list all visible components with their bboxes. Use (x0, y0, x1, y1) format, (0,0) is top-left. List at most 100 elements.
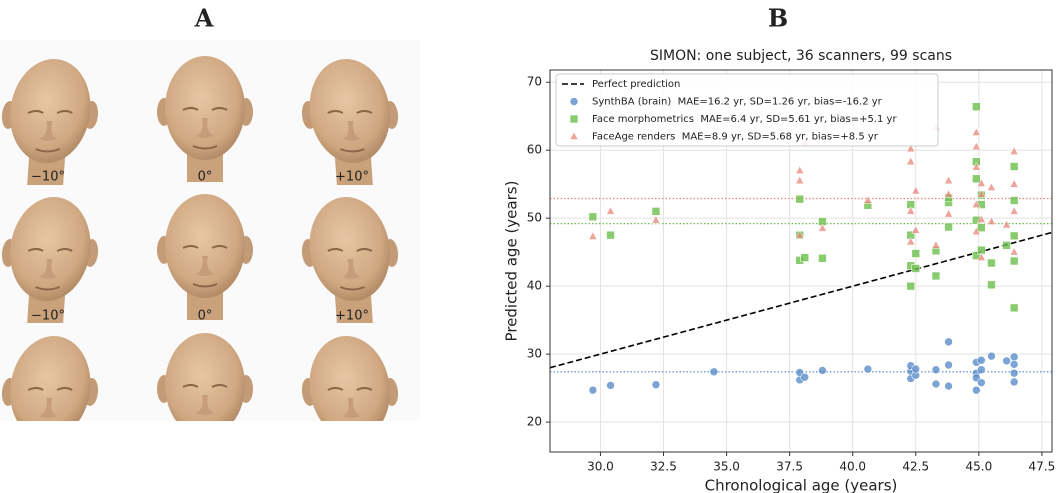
point (931, 379, 941, 389)
legend-swatch (569, 114, 579, 124)
point (906, 281, 916, 291)
point (818, 253, 827, 263)
point (709, 367, 719, 377)
point (931, 240, 941, 249)
point (1009, 196, 1019, 205)
point (972, 385, 981, 395)
point (971, 199, 981, 208)
point (906, 143, 916, 153)
point (1009, 368, 1019, 378)
point (944, 222, 953, 232)
point (800, 372, 810, 382)
legend-label: FaceAge renders MAE=8.9 yr, SD=5.68 yr, … (592, 132, 879, 143)
point (987, 182, 996, 191)
point (987, 280, 996, 290)
point (911, 364, 921, 374)
point (911, 225, 921, 234)
point (1009, 206, 1019, 215)
point (944, 337, 953, 347)
panel-label: A (194, 4, 214, 33)
point (795, 175, 805, 185)
angle-label: +10° (335, 309, 369, 324)
point (944, 189, 953, 198)
axes-frame (549, 69, 1053, 453)
y-tick-label: 60 (527, 143, 542, 157)
point (1009, 179, 1019, 188)
x-tick-label: 40.0 (839, 460, 866, 474)
point (944, 360, 953, 370)
point (911, 264, 921, 273)
point (987, 258, 996, 268)
x-tick-label: 35.0 (713, 460, 740, 474)
point (972, 174, 981, 184)
point (1009, 162, 1019, 171)
face-renders (0, 55, 404, 421)
point (1009, 256, 1019, 266)
point (977, 365, 986, 375)
point (588, 231, 598, 240)
point (906, 156, 916, 166)
chart-title: SIMON: one subject, 36 scanners, 99 scan… (650, 48, 952, 64)
point (818, 223, 827, 232)
point (795, 230, 805, 239)
x-tick-label: 42.5 (902, 460, 929, 474)
point (651, 207, 661, 216)
legend-box (555, 73, 939, 147)
point (971, 226, 981, 236)
point (606, 230, 615, 240)
angle-label: −10° (31, 309, 65, 324)
x-tick-label: 45.0 (965, 460, 992, 474)
point (1009, 352, 1019, 362)
point (931, 365, 941, 375)
legend-label: Perfect prediction (592, 79, 680, 90)
point (971, 141, 981, 151)
point (588, 385, 598, 395)
point (1009, 377, 1019, 387)
point (795, 194, 805, 204)
point (863, 364, 873, 374)
point (911, 249, 921, 258)
point (1009, 303, 1019, 313)
point (1009, 360, 1019, 369)
y-tick-label: 50 (527, 211, 542, 225)
x-axis-label: Chronological age (years) (705, 477, 898, 493)
point (800, 253, 810, 262)
point (987, 216, 996, 225)
panel-label: B (768, 4, 788, 33)
point (976, 214, 986, 223)
point (818, 366, 827, 375)
point (977, 223, 986, 232)
point (651, 215, 661, 224)
point (906, 236, 916, 246)
point (911, 185, 921, 195)
point (976, 252, 986, 261)
y-tick-label: 70 (527, 75, 542, 89)
legend: Perfect prediction SynthBA (brain) MAE=16… (555, 73, 939, 147)
plot-area (550, 102, 1052, 395)
point (972, 102, 981, 112)
point (588, 212, 598, 222)
point (987, 351, 996, 361)
point (971, 162, 981, 171)
x-tick-label: 37.5 (776, 460, 803, 474)
angle-label: −10° (31, 170, 65, 185)
y-tick-label: 30 (527, 347, 542, 361)
point (606, 381, 615, 390)
y-tick-label: 20 (527, 415, 542, 429)
plot: 20 30 40 50 60 70 30.0 32.5 35.0 37.5 40.0 42.5 45.0… (527, 69, 1056, 474)
point (863, 195, 873, 204)
point (944, 381, 953, 391)
angle-label: +10° (335, 170, 369, 185)
point (795, 165, 805, 174)
point (606, 206, 615, 215)
perfect-line (550, 231, 1052, 369)
point (971, 127, 981, 136)
x-tick-label: 32.5 (650, 460, 677, 474)
x-tick-label: 47.5 (1029, 460, 1056, 474)
y-axis-label: Predicted age (years) (503, 181, 521, 342)
point (651, 380, 661, 390)
angle-label: 0° (198, 170, 213, 185)
point (976, 189, 986, 198)
point (977, 378, 986, 387)
point (1009, 247, 1019, 256)
